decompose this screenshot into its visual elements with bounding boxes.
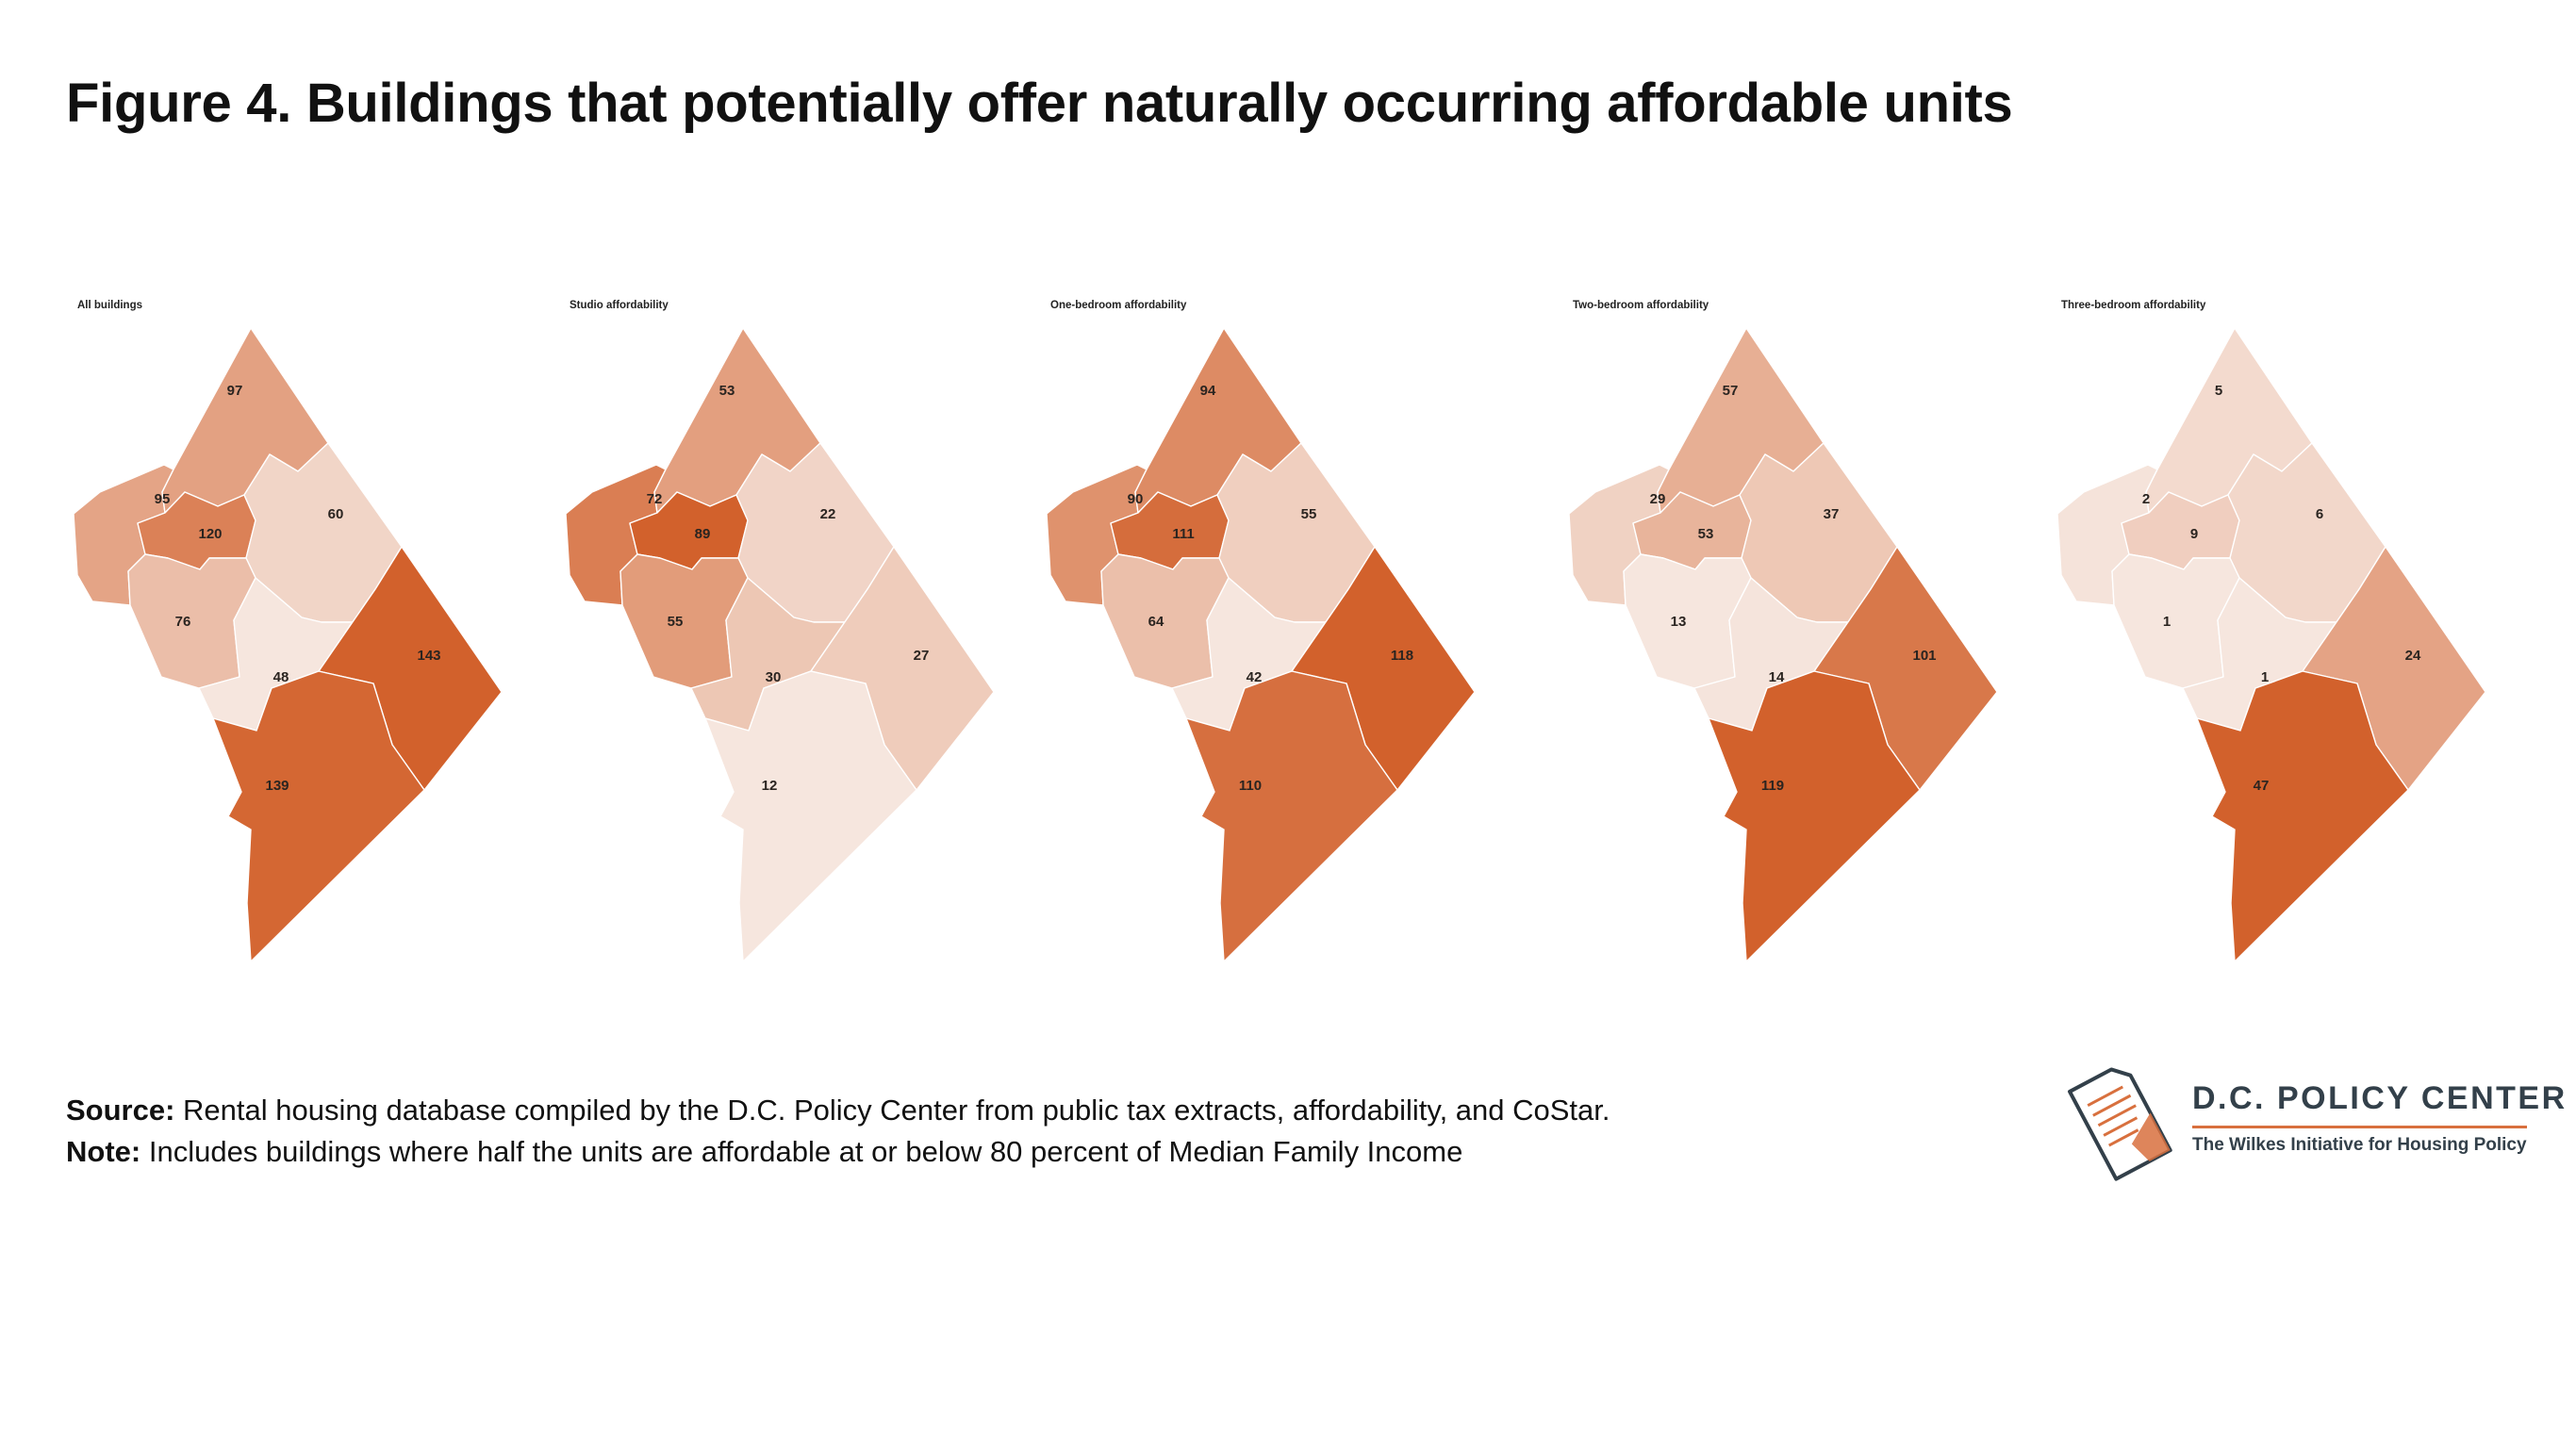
value-label-ward-1: 53 (1698, 526, 1714, 542)
value-label-ward-3: 29 (1650, 491, 1666, 507)
dc-policy-center-logo: D.C. POLICY CENTER The Wilkes Initiative… (2060, 1054, 2565, 1186)
map-panel-one-bedroom: One-bedroom affordability 90 94 111 55 64 42 1… (1045, 283, 1554, 963)
source-label: Source: (66, 1094, 175, 1127)
value-label-ward-3: 90 (1128, 491, 1144, 507)
map-label: One-bedroom affordability (1050, 300, 1187, 311)
map-label: Two-bedroom affordability (1573, 300, 1709, 311)
note-line: Note: Includes buildings where half the … (66, 1135, 1462, 1169)
value-label-ward-5: 22 (820, 506, 836, 522)
value-label-ward-6: 42 (1247, 669, 1263, 685)
map-label: Three-bedroom affordability (2061, 300, 2206, 311)
value-label-ward-2: 55 (668, 614, 684, 630)
value-label-ward-7: 27 (914, 648, 930, 664)
value-label-ward-6: 14 (1769, 669, 1785, 685)
choropleth-map: 90 94 111 55 64 42 118 110 (1046, 327, 1476, 963)
value-label-ward-6: 30 (766, 669, 782, 685)
value-label-ward-4: 94 (1200, 383, 1216, 399)
map-label: Studio affordability (570, 300, 669, 311)
value-label-ward-3: 95 (155, 491, 171, 507)
value-label-ward-7: 143 (417, 648, 440, 664)
figure-title: Figure 4. Buildings that potentially off… (66, 73, 2013, 134)
choropleth-map: 72 53 89 22 55 30 27 12 (565, 327, 995, 963)
region-ward-8 (704, 670, 917, 963)
value-label-ward-1: 89 (695, 526, 711, 542)
choropleth-map: 2 5 9 6 1 1 24 47 (2056, 327, 2486, 963)
logo-tagline: The Wilkes Initiative for Housing Policy (2192, 1135, 2527, 1155)
map-panel-two-bedroom: Two-bedroom affordability 29 57 53 37 13 14 10… (1567, 283, 2076, 963)
source-text: Rental housing database compiled by the … (183, 1094, 1610, 1127)
value-label-ward-6: 48 (273, 669, 289, 685)
map-label: All buildings (77, 300, 142, 311)
choropleth-map: 29 57 53 37 13 14 101 119 (1568, 327, 1998, 963)
map-panel-three-bedroom: Three-bedroom affordability 2 5 9 6 1 1 24 47 (2056, 283, 2565, 963)
value-label-ward-7: 24 (2405, 648, 2421, 664)
value-label-ward-1: 9 (2190, 526, 2198, 542)
value-label-ward-8: 12 (762, 778, 778, 794)
logo-divider (2192, 1126, 2527, 1128)
value-label-ward-4: 97 (227, 383, 243, 399)
value-label-ward-5: 55 (1301, 506, 1317, 522)
region-ward-8 (212, 670, 425, 963)
region-ward-8 (2196, 670, 2409, 963)
logo-name: D.C. POLICY CENTER (2192, 1080, 2568, 1116)
region-ward-8 (1185, 670, 1398, 963)
map-panel-all-buildings: All buildings 95 97 120 60 76 48 143 139 (72, 283, 581, 963)
value-label-ward-3: 2 (2142, 491, 2150, 507)
value-label-ward-2: 1 (2163, 614, 2171, 630)
region-ward-8 (1708, 670, 1921, 963)
value-label-ward-5: 60 (328, 506, 344, 522)
value-label-ward-7: 101 (1912, 648, 1936, 664)
value-label-ward-1: 111 (1172, 526, 1194, 542)
value-label-ward-4: 57 (1723, 383, 1739, 399)
value-label-ward-2: 13 (1671, 614, 1687, 630)
value-label-ward-7: 118 (1391, 648, 1413, 664)
value-label-ward-8: 110 (1239, 778, 1262, 794)
source-line: Source: Rental housing database compiled… (66, 1094, 1610, 1127)
value-label-ward-4: 5 (2215, 383, 2222, 399)
value-label-ward-5: 6 (2316, 506, 2323, 522)
value-label-ward-2: 64 (1148, 614, 1164, 630)
value-label-ward-1: 120 (198, 526, 222, 542)
value-label-ward-5: 37 (1824, 506, 1840, 522)
map-panel-studio: Studio affordability 72 53 89 22 55 30 27 12 (564, 283, 1073, 963)
value-label-ward-8: 47 (2254, 778, 2270, 794)
choropleth-map: 95 97 120 60 76 48 143 139 (73, 327, 503, 963)
value-label-ward-8: 119 (1761, 778, 1784, 794)
value-label-ward-2: 76 (175, 614, 191, 630)
value-label-ward-6: 1 (2261, 669, 2269, 685)
dc-map-document-icon (2068, 1067, 2172, 1181)
note-text: Includes buildings where half the units … (148, 1135, 1463, 1168)
note-label: Note: (66, 1135, 141, 1168)
value-label-ward-3: 72 (647, 491, 663, 507)
value-label-ward-4: 53 (719, 383, 735, 399)
value-label-ward-8: 139 (265, 778, 289, 794)
